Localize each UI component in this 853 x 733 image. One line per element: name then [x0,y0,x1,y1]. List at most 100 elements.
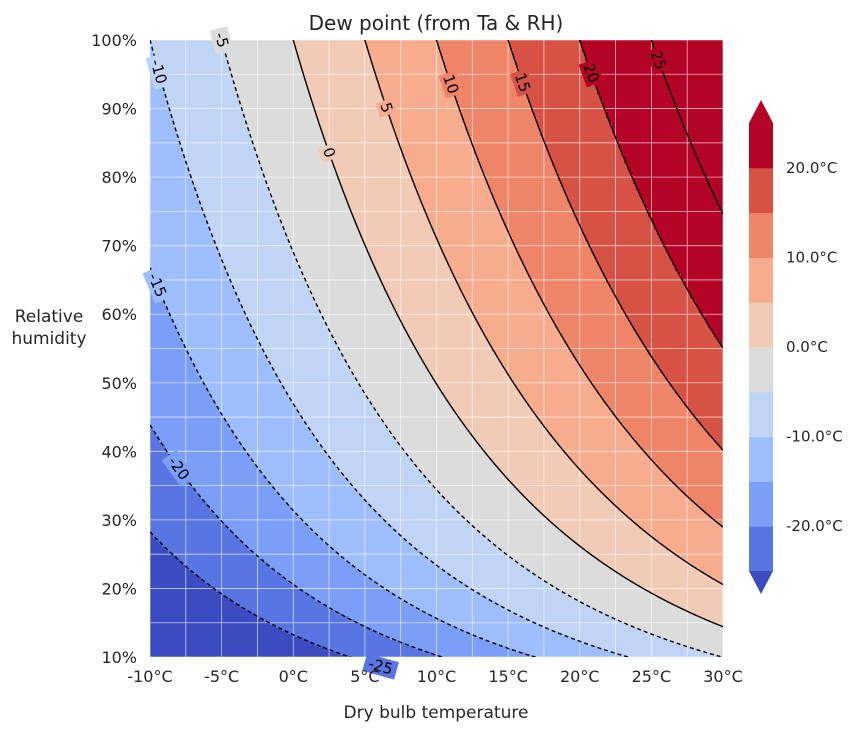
contour-fill-cell [165,511,169,515]
contour-fill-cell [165,109,169,113]
contour-fill-cell [168,442,172,446]
contour-fill-cell [159,643,163,647]
contour-fill-cell [174,523,178,527]
contour-fill-cell [171,586,175,590]
contour-fill-cell [177,127,181,131]
contour-fill-cell [156,526,160,530]
contour-fill-cell [168,145,172,149]
contour-fill-cell [174,403,178,407]
contour-fill-cell [174,100,178,104]
contour-fill-cell [150,40,154,44]
contour-fill-cell [171,181,175,185]
contour-fill-cell [165,505,169,509]
contour-fill-cell [156,529,160,533]
contour-fill-cell [174,112,178,116]
contour-fill-cell [159,46,163,50]
contour-fill-cell [174,238,178,242]
contour-fill-cell [156,511,160,515]
contour-fill-cell [174,163,178,167]
contour-fill-cell [174,430,178,434]
contour-fill-cell [150,613,154,617]
contour-fill-cell [165,403,169,407]
contour-fill-cell [153,331,157,335]
contour-fill-cell [159,169,163,173]
contour-fill-cell [165,628,169,632]
contour-fill-cell [171,436,175,440]
contour-fill-cell [153,154,157,158]
contour-fill-cell [153,511,157,515]
contour-fill-cell [177,295,181,299]
contour-fill-cell [162,55,166,59]
contour-fill-cell [156,115,160,119]
contour-fill-cell [153,169,157,173]
contour-fill-cell [168,337,172,341]
contour-fill-cell [165,193,169,197]
contour-fill-cell [150,490,154,494]
contour-fill-cell [159,352,163,356]
contour-fill-cell [168,214,172,218]
contour-fill-cell [150,103,154,107]
contour-fill-cell [168,322,172,326]
contour-fill-cell [174,271,178,275]
contour-fill-cell [168,286,172,290]
contour-fill-cell [156,634,160,638]
contour-fill-cell [171,637,175,641]
contour-fill-cell [162,271,166,275]
contour-fill-cell [162,97,166,101]
contour-fill-cell [165,400,169,404]
contour-fill-cell [168,238,172,242]
contour-fill-cell [177,172,181,176]
contour-fill-cell [162,340,166,344]
contour-fill-cell [159,124,163,128]
contour-fill-cell [174,268,178,272]
contour-fill-cell [168,298,172,302]
contour-fill-cell [177,580,181,584]
contour-fill-cell [165,637,169,641]
contour-fill-cell [156,403,160,407]
contour-fill-cell [168,583,172,587]
contour-fill-cell [165,520,169,524]
contour-fill-cell [153,400,157,404]
contour-fill-cell [171,643,175,647]
contour-fill-cell [174,379,178,383]
contour-fill-cell [177,229,181,233]
contour-fill-cell [165,625,169,629]
contour-fill-cell [168,625,172,629]
contour-fill-cell [168,511,172,515]
contour-fill-cell [174,514,178,518]
contour-fill-cell [174,85,178,89]
contour-fill-cell [150,79,154,83]
contour-fill-cell [165,379,169,383]
contour-fill-cell [171,316,175,320]
contour-fill-cell [174,412,178,416]
contour-fill-cell [171,349,175,353]
contour-fill-cell [159,316,163,320]
contour-fill-cell [153,613,157,617]
contour-fill-cell [168,526,172,530]
contour-fill-cell [156,124,160,128]
contour-fill-cell [150,223,154,227]
contour-fill-cell [153,646,157,650]
contour-fill-cell [150,619,154,623]
contour-fill-cell [159,235,163,239]
contour-fill-cell [153,619,157,623]
contour-fill-cell [174,79,178,83]
contour-fill-cell [162,241,166,245]
contour-fill-cell [150,499,154,503]
contour-fill-cell [162,403,166,407]
contour-fill-cell [162,328,166,332]
contour-fill-cell [174,313,178,317]
contour-fill-cell [165,571,169,575]
contour-fill-cell [171,304,175,308]
contour-fill-cell [174,505,178,509]
contour-fill-cell [171,235,175,239]
contour-fill-cell [171,328,175,332]
contour-fill-cell [150,109,154,113]
contour-fill-cell [174,562,178,566]
contour-fill-cell [153,607,157,611]
contour-fill-cell [153,454,157,458]
contour-fill-cell [165,397,169,401]
contour-fill-cell [168,70,172,74]
contour-fill-cell [153,232,157,236]
contour-fill-cell [150,193,154,197]
